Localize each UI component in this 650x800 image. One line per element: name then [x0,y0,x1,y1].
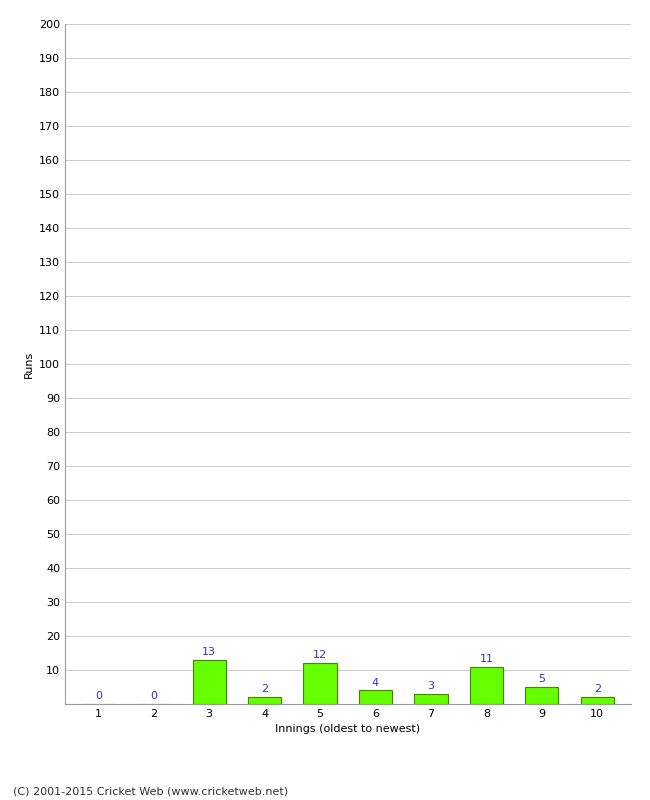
Text: 0: 0 [150,691,157,702]
Text: 5: 5 [538,674,545,684]
Text: (C) 2001-2015 Cricket Web (www.cricketweb.net): (C) 2001-2015 Cricket Web (www.cricketwe… [13,786,288,796]
Bar [470,666,503,704]
Bar [580,697,614,704]
Bar [192,660,226,704]
Text: 3: 3 [428,681,434,691]
Bar [304,663,337,704]
Text: 4: 4 [372,678,379,688]
Y-axis label: Runs: Runs [23,350,33,378]
Text: 11: 11 [479,654,493,664]
Bar [414,694,448,704]
Bar [525,687,558,704]
Text: 13: 13 [202,647,216,657]
X-axis label: Innings (oldest to newest): Innings (oldest to newest) [275,725,421,734]
Text: 2: 2 [261,685,268,694]
Text: 12: 12 [313,650,327,661]
Bar [248,697,281,704]
Text: 0: 0 [95,691,102,702]
Text: 2: 2 [593,685,601,694]
Bar [359,690,392,704]
